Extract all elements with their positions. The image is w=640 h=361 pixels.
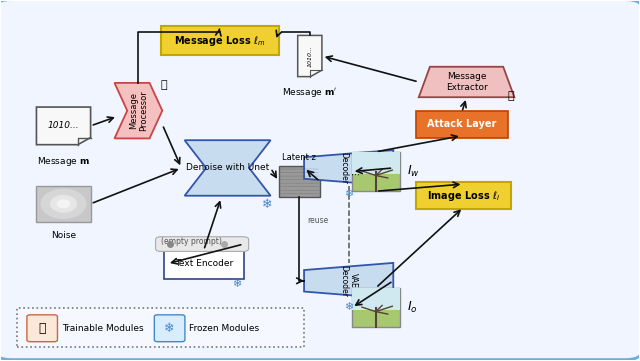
Polygon shape xyxy=(298,35,322,77)
Text: Latent z: Latent z xyxy=(282,153,316,162)
Bar xyxy=(352,152,399,174)
Text: ❄: ❄ xyxy=(344,189,353,199)
Text: Text Encoder: Text Encoder xyxy=(175,259,233,268)
Text: $\mathit{I}_o$: $\mathit{I}_o$ xyxy=(407,300,418,315)
Text: reuse: reuse xyxy=(307,216,329,225)
Bar xyxy=(352,152,399,191)
Ellipse shape xyxy=(57,199,70,208)
Polygon shape xyxy=(115,83,163,138)
Polygon shape xyxy=(304,263,394,299)
Text: (empty prompt): (empty prompt) xyxy=(161,237,221,246)
Text: ❄: ❄ xyxy=(164,322,175,335)
Text: 1010...: 1010... xyxy=(307,45,312,67)
Text: ❄: ❄ xyxy=(232,279,242,289)
Text: $\mathit{I}_w$: $\mathit{I}_w$ xyxy=(407,164,420,179)
Bar xyxy=(278,166,320,197)
Bar xyxy=(352,288,399,327)
Polygon shape xyxy=(419,67,515,97)
Ellipse shape xyxy=(40,188,86,219)
Text: ❄: ❄ xyxy=(262,198,273,211)
Text: Frozen Modules: Frozen Modules xyxy=(189,323,259,332)
Ellipse shape xyxy=(50,195,77,213)
Polygon shape xyxy=(36,107,91,145)
FancyBboxPatch shape xyxy=(415,182,511,209)
Polygon shape xyxy=(184,140,271,196)
Text: Message $\mathbf{m'}$: Message $\mathbf{m'}$ xyxy=(282,86,337,99)
Text: 🔥: 🔥 xyxy=(38,322,46,335)
FancyBboxPatch shape xyxy=(164,249,244,279)
Polygon shape xyxy=(304,150,394,186)
Text: Message $\mathbf{m}$: Message $\mathbf{m}$ xyxy=(37,156,90,169)
FancyBboxPatch shape xyxy=(161,26,278,55)
Text: VAE
Decoder: VAE Decoder xyxy=(339,265,358,297)
FancyBboxPatch shape xyxy=(154,315,185,342)
Text: Message Loss $\ell_m$: Message Loss $\ell_m$ xyxy=(174,34,266,48)
Text: 1010...: 1010... xyxy=(48,121,79,130)
Text: Image Loss $\ell_I$: Image Loss $\ell_I$ xyxy=(427,189,500,203)
FancyBboxPatch shape xyxy=(415,111,508,138)
FancyBboxPatch shape xyxy=(156,237,248,251)
Text: 🔥: 🔥 xyxy=(508,91,515,101)
Text: Trainable Modules: Trainable Modules xyxy=(62,323,143,332)
Text: Attack Layer: Attack Layer xyxy=(427,119,497,129)
Text: Message
Processor: Message Processor xyxy=(129,90,148,131)
FancyBboxPatch shape xyxy=(27,315,58,342)
Text: 🔥: 🔥 xyxy=(161,80,168,90)
Text: VAE
Decoder: VAE Decoder xyxy=(339,152,358,184)
Text: ❄: ❄ xyxy=(344,301,353,312)
Text: Denoise with Unet: Denoise with Unet xyxy=(186,164,269,173)
Text: Noise: Noise xyxy=(51,231,76,240)
Bar xyxy=(352,288,399,310)
Text: Message
Extractor: Message Extractor xyxy=(445,72,488,92)
Bar xyxy=(36,186,91,222)
FancyBboxPatch shape xyxy=(17,308,304,347)
